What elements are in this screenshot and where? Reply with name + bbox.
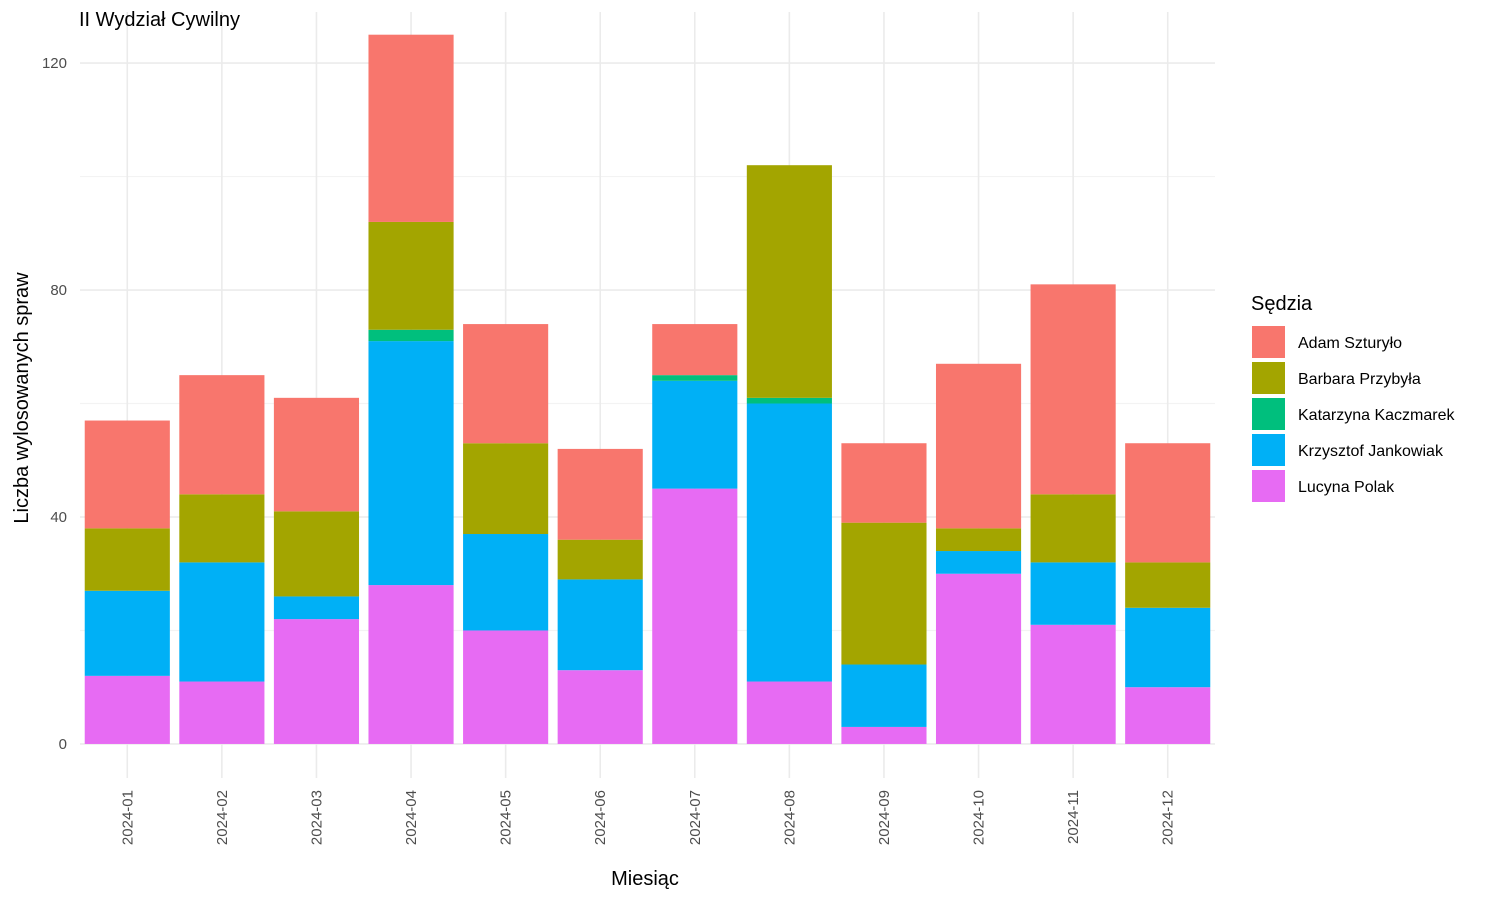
- bar-segment: [746, 165, 832, 398]
- legend-title: Sędzia: [1251, 293, 1313, 315]
- bar-segment: [1030, 624, 1116, 744]
- legend-swatch: [1252, 398, 1285, 430]
- bar-segment: [557, 579, 643, 671]
- bar-segment: [368, 341, 454, 586]
- legend-label: Adam Szturyło: [1298, 335, 1402, 352]
- bar-segment: [652, 375, 738, 381]
- y-tick-label: 80: [50, 282, 67, 299]
- x-tick-label: 2024-03: [308, 790, 325, 845]
- y-tick-label: 0: [59, 736, 67, 753]
- y-axis-ticks: 0 40 80 120: [42, 55, 67, 753]
- bar-segment: [84, 528, 170, 591]
- bar-segment: [463, 324, 549, 444]
- bar-segment: [179, 375, 265, 495]
- bar-segment: [273, 397, 360, 512]
- bar-segment: [463, 443, 549, 535]
- y-axis-title: Liczba wylosowanych spraw: [11, 272, 33, 524]
- x-axis-title: Miesiąc: [611, 868, 679, 890]
- legend: Sędzia Adam Szturyło Barbara Przybyła Kata…: [1251, 293, 1456, 502]
- x-tick-label: 2024-08: [781, 790, 798, 845]
- bar-segment: [179, 681, 265, 744]
- legend-swatch: [1252, 470, 1285, 502]
- x-tick-label: 2024-10: [971, 790, 988, 845]
- bar-segment: [652, 324, 738, 376]
- bar-segment: [1030, 284, 1116, 495]
- bar-segment: [179, 562, 265, 682]
- bar-segment: [935, 363, 1022, 529]
- bar-segment: [1030, 562, 1116, 625]
- bar-segment: [179, 494, 265, 563]
- x-tick-label: 2024-11: [1065, 790, 1082, 844]
- y-tick-label: 40: [50, 509, 67, 526]
- bar-segment: [652, 380, 738, 489]
- bar-segment: [273, 511, 360, 597]
- legend-label: Krzysztof Jankowiak: [1298, 443, 1444, 460]
- bar-segment: [841, 443, 927, 523]
- x-tick-label: 2024-12: [1160, 790, 1177, 845]
- x-tick-label: 2024-06: [592, 790, 609, 845]
- bar-segment: [841, 522, 927, 665]
- chart-title: II Wydział Cywilny: [79, 9, 240, 31]
- bar-segment: [1125, 562, 1211, 608]
- bar-segment: [841, 664, 927, 727]
- legend-label: Lucyna Polak: [1298, 479, 1395, 496]
- bar-segment: [1030, 494, 1116, 563]
- bar-segment: [368, 329, 454, 342]
- legend-swatch: [1252, 326, 1285, 358]
- bar-segment: [463, 534, 549, 631]
- bar-segment: [368, 221, 454, 330]
- bar-segment: [746, 681, 832, 744]
- bar-segment: [746, 397, 832, 404]
- bars: [84, 34, 1211, 744]
- bar-segment: [557, 539, 643, 580]
- bar-segment: [84, 590, 170, 676]
- legend-swatch: [1252, 434, 1285, 466]
- x-tick-label: 2024-01: [119, 790, 136, 845]
- bar-segment: [935, 528, 1022, 552]
- bar-segment: [1125, 443, 1211, 563]
- y-tick-label: 120: [42, 55, 67, 72]
- x-tick-label: 2024-04: [403, 790, 420, 845]
- legend-label: Barbara Przybyła: [1298, 371, 1421, 388]
- legend-swatch: [1252, 362, 1285, 394]
- bar-segment: [841, 726, 927, 744]
- bar-segment: [652, 488, 738, 744]
- bar-segment: [368, 585, 454, 744]
- x-tick-label: 2024-07: [687, 790, 704, 845]
- x-tick-label: 2024-09: [876, 790, 893, 845]
- bar-segment: [463, 630, 549, 744]
- bar-segment: [746, 403, 832, 682]
- bar-segment: [557, 670, 643, 744]
- bar-segment: [368, 34, 454, 222]
- x-axis-ticks: 2024-01 2024-02 2024-03 2024-04 2024-05 2024-…: [119, 790, 1176, 845]
- x-tick-label: 2024-02: [214, 790, 231, 845]
- legend-label: Katarzyna Kaczmarek: [1298, 407, 1456, 424]
- x-tick-label: 2024-05: [498, 790, 515, 845]
- bar-segment: [84, 675, 170, 744]
- bar-segment: [84, 420, 170, 529]
- bar-segment: [273, 619, 360, 744]
- bar-segment: [557, 448, 643, 540]
- bar-segment: [1125, 687, 1211, 744]
- bar-segment: [1125, 607, 1211, 688]
- bar-segment: [935, 551, 1022, 574]
- bar-segment: [935, 573, 1022, 744]
- bar-segment: [273, 596, 360, 620]
